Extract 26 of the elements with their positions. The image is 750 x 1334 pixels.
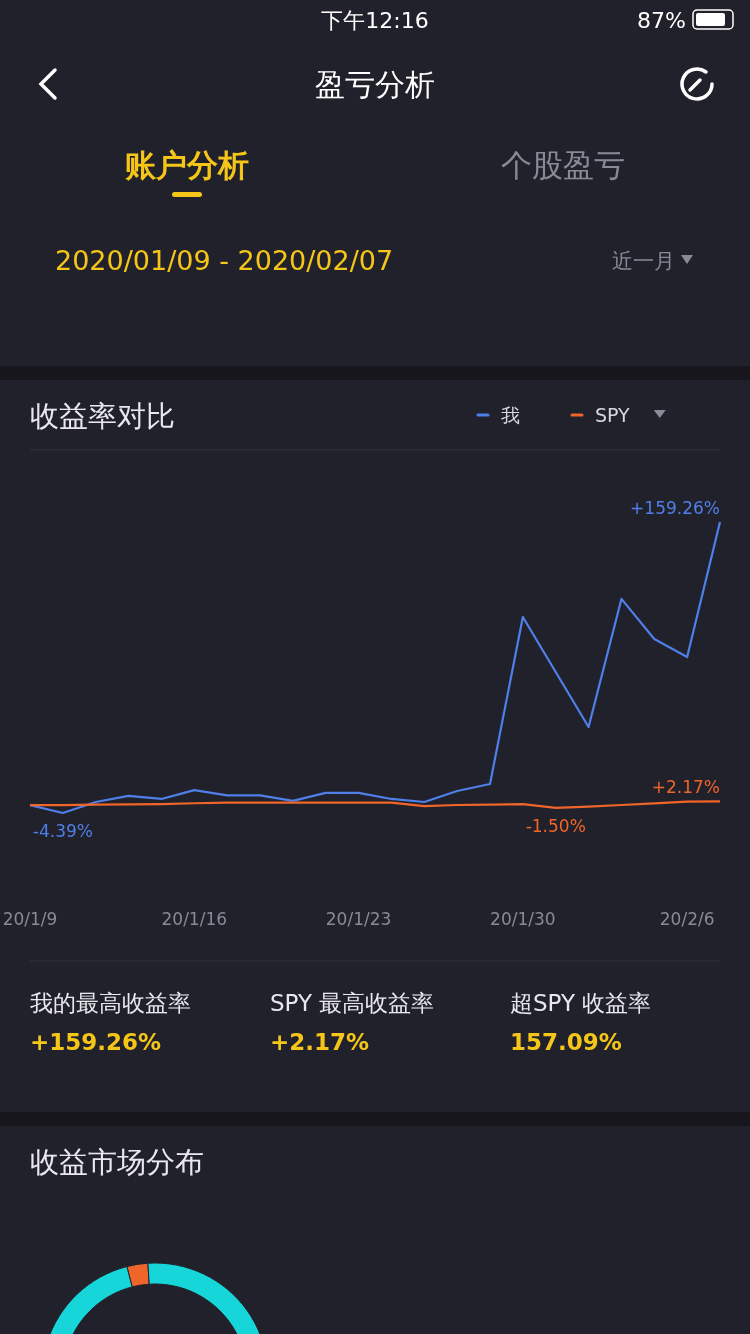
- text: 超SPY 收益率: [510, 990, 652, 1016]
- x-tick-label: 20/1/30: [490, 909, 556, 929]
- data-label: +159.26%: [630, 498, 720, 518]
- text: SPY 最高收益率: [270, 990, 435, 1016]
- text: 近一月: [612, 249, 675, 273]
- data-label: -4.39%: [32, 821, 93, 841]
- x-tick-label: 20/2/6: [659, 909, 715, 929]
- text: 盈亏分析: [315, 67, 435, 102]
- text: 下午12:16: [321, 8, 429, 33]
- x-tick-label: 20/1/16: [161, 909, 228, 929]
- text: 个股盈亏: [501, 147, 625, 183]
- text: 157.09%: [510, 1029, 622, 1055]
- x-tick-label: 20/1/23: [325, 909, 392, 929]
- text: 账户分析: [125, 147, 249, 183]
- text: 2020/01/09 - 2020/02/07: [55, 245, 394, 276]
- x-tick-label: 20/1/9: [2, 909, 58, 929]
- legend-label: SPY: [595, 404, 631, 426]
- text: +2.17%: [270, 1029, 370, 1055]
- text: +159.26%: [30, 1029, 162, 1055]
- text: 我的最高收益率: [30, 990, 191, 1016]
- data-label: +2.17%: [651, 777, 720, 798]
- data-label: -1.50%: [525, 815, 586, 836]
- chart-title: 收益率对比: [30, 399, 175, 433]
- text: 87%: [637, 8, 686, 33]
- legend-label: 我: [501, 404, 520, 426]
- chart-title: 收益市场分布: [30, 1145, 204, 1179]
